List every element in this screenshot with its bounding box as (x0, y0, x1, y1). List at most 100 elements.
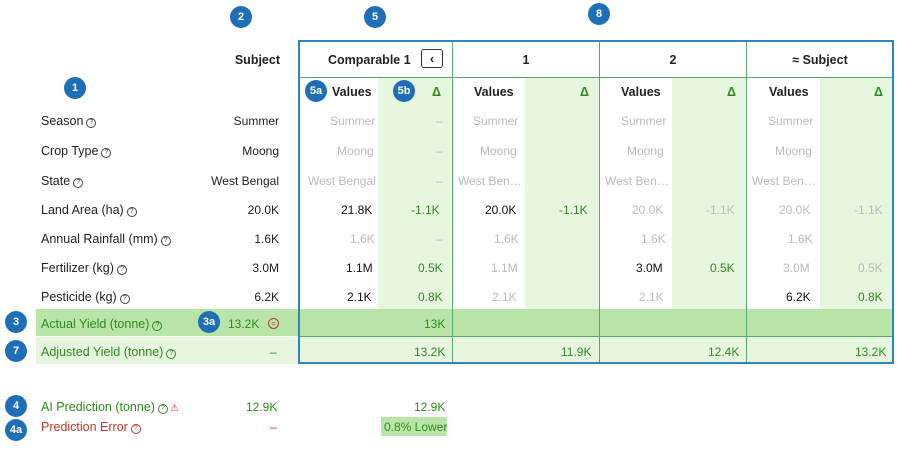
row-label-adjusted-yield: Adjusted Yield (tonne)? (41, 345, 177, 359)
header-divider (300, 77, 892, 78)
c1-value: 1.1M (491, 261, 518, 275)
badge-7: 7 (5, 340, 27, 362)
subject-value: Moong (242, 144, 279, 158)
c1-value: West Ben… (458, 174, 522, 188)
help-icon[interactable]: ? (86, 118, 97, 128)
row-label-actual-yield: Actual Yield (tonne)? (41, 317, 163, 331)
comp1-value: 1.1M (346, 261, 373, 275)
row-label-pesticide: Pesticide (kg)? (41, 290, 130, 304)
comp1-value: Summer (330, 114, 376, 128)
col-divider (599, 42, 600, 362)
help-icon[interactable]: ? (160, 236, 171, 246)
subject-value: West Bengal (211, 174, 279, 188)
help-icon[interactable]: ? (116, 265, 127, 275)
row-label-state: State? (41, 174, 84, 188)
comp1-delta: – (436, 174, 443, 188)
comp1-delta: – (436, 144, 443, 158)
row-divider (300, 336, 892, 337)
help-icon[interactable]: ? (101, 148, 112, 158)
col-header-2: 2 (669, 53, 677, 67)
col-header-approx-subject: ≈ Subject (792, 53, 848, 67)
delta-header: Δ (727, 85, 736, 99)
help-icon[interactable]: ? (119, 294, 130, 304)
help-icon[interactable]: ? (73, 178, 84, 188)
c1-value: Summer (473, 114, 519, 128)
ap-adjusted-yield: 13.2K (855, 345, 887, 359)
delta-header: Δ (432, 85, 441, 99)
comp1-value: 2.1K (347, 290, 372, 304)
row-label-season: Season? (41, 114, 97, 128)
badge-3a: 3a (198, 311, 220, 333)
ap-value: Summer (768, 114, 814, 128)
help-icon[interactable]: ? (166, 349, 177, 359)
badge-2: 2 (230, 6, 252, 28)
c2-adjusted-yield: 12.4K (708, 345, 740, 359)
badge-4: 4 (5, 395, 27, 417)
comp1-prediction-error: 0.8% Lower (384, 420, 448, 434)
help-icon[interactable]: ? (157, 404, 168, 414)
help-icon[interactable]: ? (152, 321, 163, 331)
help-icon[interactable]: ? (130, 424, 141, 434)
delta-col-shade-comp1 (378, 78, 452, 309)
c1-adjusted-yield: 11.9K (561, 345, 592, 359)
ap-value: Moong (775, 144, 812, 158)
row-label-fertilizer: Fertilizer (kg)? (41, 261, 127, 275)
badge-8: 8 (588, 3, 610, 25)
subject-actual-yield: 13.2K (228, 317, 260, 331)
delta-col-shade-2 (672, 78, 746, 309)
c2-delta: 0.5K (710, 261, 735, 275)
comp1-delta: – (436, 232, 443, 246)
row-label-prediction-error: Prediction Error? (41, 420, 141, 434)
delta-header: Δ (874, 85, 883, 99)
ap-value: West Ben… (752, 174, 816, 188)
subject-value: 20.0K (247, 203, 279, 217)
col-divider (452, 42, 453, 362)
subject-value: 1.6K (254, 232, 279, 246)
equals-icon: = (268, 318, 279, 329)
badge-5a: 5a (305, 80, 327, 102)
c2-value: Moong (627, 144, 664, 158)
delta-col-shade-approx (820, 78, 893, 309)
comp1-delta: -1.1K (411, 203, 440, 217)
subject-value: 3.0M (252, 261, 279, 275)
c2-value: 1.6K (641, 232, 666, 246)
badge-4a: 4a (5, 419, 27, 441)
warning-icon: ⚠ (169, 403, 179, 414)
comp1-value: West Bengal (308, 174, 376, 188)
chevron-left-icon[interactable]: ‹ (421, 49, 443, 68)
values-header: Values (769, 85, 809, 99)
ap-delta: 0.5K (858, 261, 883, 275)
comp1-delta: 0.5K (418, 261, 443, 275)
comp1-delta: 0.8K (418, 290, 443, 304)
c1-value: 20.0K (485, 203, 517, 217)
badge-5b: 5b (393, 80, 415, 102)
values-header: Values (474, 85, 514, 99)
c1-delta: -1.1K (559, 203, 588, 217)
actual-yield-band (36, 309, 893, 336)
subject-ai-prediction: 12.9K (246, 400, 278, 414)
c2-value: 3.0M (636, 261, 663, 275)
comp1-ai-prediction: 12.9K (414, 400, 446, 414)
comp1-value: 21.8K (341, 203, 373, 217)
c2-delta: -1.1K (706, 203, 735, 217)
help-icon[interactable]: ? (126, 207, 137, 217)
c1-value: 1.6K (494, 232, 519, 246)
subject-value: Summer (233, 114, 279, 128)
c2-value: Summer (621, 114, 667, 128)
delta-header: Δ (580, 85, 589, 99)
comp1-adjusted-yield: 13.2K (414, 345, 446, 359)
badge-3: 3 (5, 311, 27, 333)
c2-value: 20.0K (632, 203, 664, 217)
subject-prediction-error: – (270, 420, 277, 434)
col-header-1: 1 (522, 53, 530, 67)
comp1-value: 1.6K (350, 232, 375, 246)
col-header-comparable-1: Comparable 1 (328, 53, 411, 67)
ap-value: 3.0M (783, 261, 810, 275)
c2-value: 2.1K (639, 290, 664, 304)
subject-header: Subject (234, 53, 280, 67)
values-header: Values (621, 85, 661, 99)
ap-delta: -1.1K (854, 203, 883, 217)
subject-value: 6.2K (254, 290, 279, 304)
col-divider (746, 42, 747, 362)
row-label-annual-rainfall: Annual Rainfall (mm)? (41, 232, 171, 246)
